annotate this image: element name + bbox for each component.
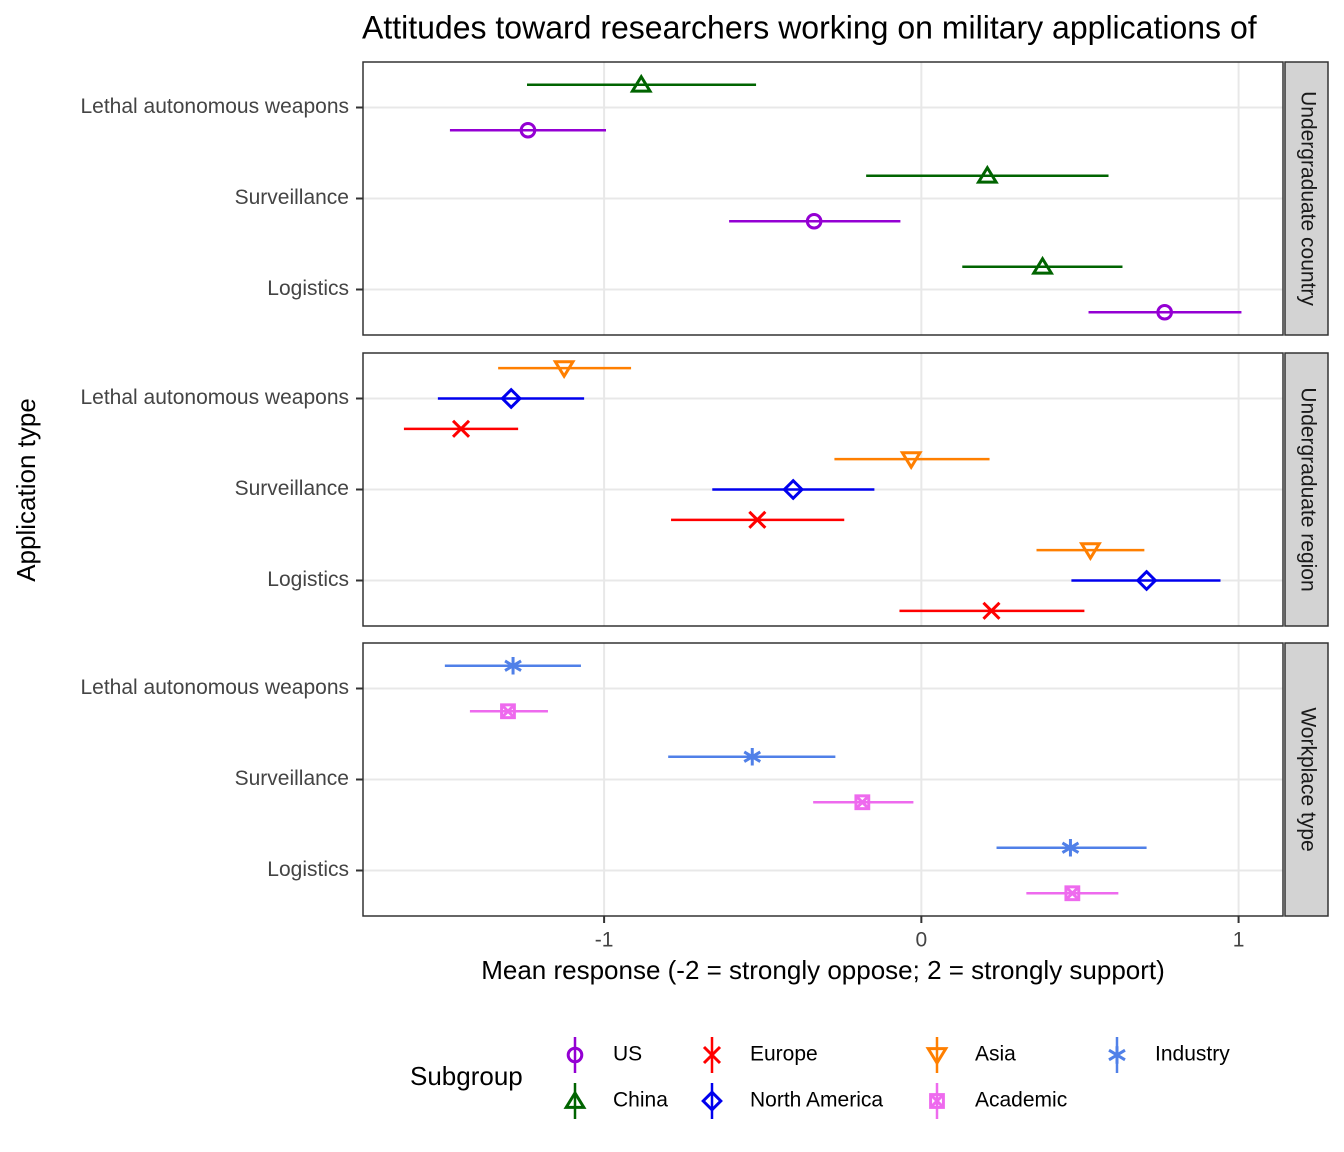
point-part bbox=[500, 703, 516, 720]
legend-label: US bbox=[613, 1043, 642, 1066]
legend-symbol bbox=[566, 1046, 584, 1064]
point-part bbox=[1064, 885, 1081, 902]
point-part bbox=[629, 73, 653, 93]
strip bbox=[1284, 61, 1329, 336]
x-tick-label: 1 bbox=[1233, 929, 1245, 952]
point-part bbox=[504, 656, 522, 675]
legend-label: Academic bbox=[975, 1089, 1067, 1112]
panel-border bbox=[362, 642, 1284, 917]
point bbox=[1031, 255, 1055, 275]
point-part bbox=[748, 510, 767, 529]
point-part bbox=[1156, 303, 1173, 321]
point-part bbox=[782, 478, 805, 501]
strip-label: Undergraduate region bbox=[1296, 387, 1319, 591]
legend-symbol bbox=[929, 1093, 945, 1109]
point bbox=[782, 478, 805, 501]
legend-symbol bbox=[563, 1090, 587, 1109]
legend-symbol bbox=[1108, 1046, 1126, 1064]
legend-symbol bbox=[925, 1047, 949, 1066]
point-part bbox=[805, 212, 823, 230]
point-part bbox=[1061, 838, 1080, 857]
point-part bbox=[1135, 569, 1158, 592]
strip-label: Workplace type bbox=[1296, 707, 1319, 851]
point bbox=[805, 212, 823, 230]
y-tick-label: Surveillance bbox=[235, 186, 349, 209]
legend-title: Subgroup bbox=[410, 1061, 523, 1091]
point-part bbox=[1078, 542, 1102, 562]
point bbox=[1156, 303, 1173, 321]
strip bbox=[1284, 352, 1329, 627]
legend-label: China bbox=[613, 1089, 668, 1112]
point bbox=[1064, 885, 1081, 902]
point-part bbox=[1064, 885, 1080, 901]
point-part bbox=[519, 121, 537, 139]
legend-label: Asia bbox=[975, 1043, 1016, 1066]
panel-border bbox=[362, 61, 1284, 336]
point bbox=[1135, 569, 1158, 592]
point-part bbox=[563, 1090, 587, 1109]
strip-label: Undergraduate country bbox=[1296, 91, 1319, 306]
chart-title: Attitudes toward researchers working on … bbox=[362, 9, 1257, 45]
x-tick-label: -1 bbox=[595, 929, 614, 952]
point bbox=[743, 747, 762, 766]
strip bbox=[1284, 642, 1329, 917]
point bbox=[1061, 838, 1080, 857]
y-tick-label: Lethal autonomous weapons bbox=[80, 95, 349, 118]
point bbox=[975, 164, 999, 184]
point bbox=[519, 121, 537, 139]
point-part bbox=[500, 703, 516, 719]
y-tick-label: Surveillance bbox=[235, 477, 349, 500]
y-tick-label: Logistics bbox=[267, 858, 349, 881]
point-part bbox=[743, 747, 762, 766]
point-part bbox=[982, 601, 1001, 620]
point bbox=[500, 703, 516, 720]
y-tick-label: Surveillance bbox=[235, 767, 349, 790]
point-part bbox=[701, 1090, 723, 1112]
legend-label: Industry bbox=[1155, 1043, 1230, 1066]
point-part bbox=[1108, 1046, 1126, 1064]
point-part bbox=[702, 1045, 722, 1065]
point bbox=[629, 73, 653, 93]
point bbox=[899, 451, 923, 471]
y-axis-label: Application type bbox=[11, 398, 41, 582]
point bbox=[1078, 542, 1102, 562]
point-part bbox=[500, 387, 523, 410]
point-part bbox=[1031, 255, 1055, 275]
point bbox=[500, 387, 523, 410]
point-part bbox=[566, 1046, 584, 1064]
point-part bbox=[854, 794, 870, 810]
legend-symbol bbox=[702, 1045, 722, 1065]
point bbox=[504, 656, 522, 675]
panel-border bbox=[362, 352, 1284, 627]
y-tick-label: Lethal autonomous weapons bbox=[80, 676, 349, 699]
legend-label: Europe bbox=[750, 1043, 818, 1066]
legend-label: North America bbox=[750, 1089, 883, 1112]
point-part bbox=[925, 1047, 949, 1066]
point bbox=[552, 360, 576, 380]
x-axis-label: Mean response (-2 = strongly oppose; 2 =… bbox=[481, 955, 1165, 985]
y-tick-label: Lethal autonomous weapons bbox=[80, 386, 349, 409]
x-tick-label: 0 bbox=[916, 929, 928, 952]
point-part bbox=[552, 360, 576, 380]
point bbox=[451, 419, 471, 438]
point-part bbox=[854, 794, 871, 811]
point-part bbox=[975, 164, 999, 184]
point-part bbox=[929, 1093, 945, 1109]
legend-symbol bbox=[701, 1090, 723, 1112]
point bbox=[748, 510, 767, 529]
point bbox=[982, 601, 1001, 620]
y-tick-label: Logistics bbox=[267, 568, 349, 591]
point bbox=[854, 794, 871, 811]
point-part bbox=[451, 419, 471, 438]
y-tick-label: Logistics bbox=[267, 277, 349, 300]
point-part bbox=[899, 451, 923, 471]
point-part bbox=[929, 1093, 945, 1109]
